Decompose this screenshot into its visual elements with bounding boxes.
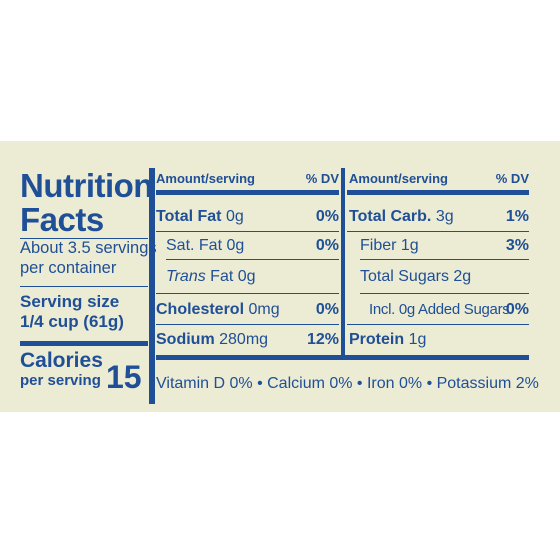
nutrient-name: Incl. 0g Added Sugars xyxy=(369,301,510,318)
right-dv-header: % DV xyxy=(495,171,529,186)
divider xyxy=(20,286,148,287)
vitamins-minerals-footer: Vitamin D 0% • Calcium 0% • Iron 0% • Po… xyxy=(156,375,539,392)
nutrient-amount: 3g xyxy=(435,208,454,225)
calories-value: 15 xyxy=(106,359,142,395)
nutrition-label-panel xyxy=(0,141,560,412)
nutrient-name: Trans xyxy=(166,268,206,285)
divider xyxy=(347,231,529,232)
nutrient-amount: 1g xyxy=(408,331,427,348)
row-added-sugars: Incl. 0g Added Sugars xyxy=(369,300,510,320)
calories-label: Calories xyxy=(20,349,103,372)
row-total-sugars: Total Sugars 2g xyxy=(360,267,471,287)
nutrient-amount: 280mg xyxy=(219,331,269,348)
nutrient-name: Total Sugars xyxy=(360,268,449,285)
nutrient-amount: 0g xyxy=(237,268,256,285)
nutrient-amount: 0mg xyxy=(248,301,280,318)
serving-size-label: Serving size xyxy=(20,292,120,311)
nutrient-amount: 0g xyxy=(225,208,244,225)
serving-size: Serving size 1/4 cup (61g) xyxy=(20,292,160,332)
nutrient-name: Total Fat xyxy=(156,208,222,225)
right-amount-header: Amount/serving xyxy=(349,171,448,186)
nutrient-name: Total Carb. xyxy=(349,208,432,225)
left-amount-header: Amount/serving xyxy=(156,171,255,186)
calories-sub-label: per serving xyxy=(20,372,101,389)
dv-total-carb: 1% xyxy=(505,208,529,225)
servings-per-container: About 3.5 servings per container xyxy=(20,238,160,278)
divider xyxy=(360,259,529,260)
row-protein: Protein 1g xyxy=(349,330,426,350)
left-dv-header: % DV xyxy=(305,171,339,186)
nutrient-amount: 0g xyxy=(226,237,245,254)
row-fiber: Fiber 1g xyxy=(360,236,419,256)
nutrient-amount: 1g xyxy=(400,237,419,254)
row-total-carb: Total Carb. 3g xyxy=(349,207,454,227)
thick-divider xyxy=(156,190,339,195)
divider xyxy=(20,238,148,239)
vertical-divider xyxy=(341,168,345,355)
divider xyxy=(360,293,529,294)
row-cholesterol: Cholesterol 0mg xyxy=(156,300,280,320)
serving-size-value: 1/4 cup (61g) xyxy=(20,312,124,331)
nutrient-name: Sodium xyxy=(156,331,215,348)
thick-divider xyxy=(20,341,148,346)
row-total-fat: Total Fat 0g xyxy=(156,207,244,227)
thick-divider xyxy=(156,355,529,360)
row-sat-fat: Sat. Fat 0g xyxy=(166,236,244,256)
divider xyxy=(156,231,339,232)
nutrient-amount: 2g xyxy=(453,268,472,285)
nutrient-name-suffix: Fat xyxy=(210,268,234,285)
row-trans-fat: Trans Fat 0g xyxy=(166,267,256,287)
label-title-line1: Nutrition xyxy=(20,167,153,204)
dv-total-fat: 0% xyxy=(315,208,339,225)
thick-divider xyxy=(347,190,529,195)
label-title-line2: Facts xyxy=(20,201,104,238)
divider xyxy=(347,324,529,325)
nutrient-name: Protein xyxy=(349,331,405,348)
nutrient-name: Fiber xyxy=(360,237,397,254)
row-sodium: Sodium 280mg xyxy=(156,330,268,350)
dv-fiber: 3% xyxy=(505,237,529,254)
divider xyxy=(166,259,339,260)
vertical-divider xyxy=(149,168,155,404)
divider xyxy=(156,293,339,294)
servings-line1: About 3.5 servings xyxy=(20,239,157,257)
servings-line2: per container xyxy=(20,259,117,277)
dv-sodium: 12% xyxy=(306,331,339,348)
divider xyxy=(156,324,339,325)
nutrient-name: Sat. Fat xyxy=(166,237,223,254)
dv-sat-fat: 0% xyxy=(315,237,339,254)
dv-cholesterol: 0% xyxy=(315,301,339,318)
dv-added-sugars: 0% xyxy=(505,301,529,318)
nutrient-name: Cholesterol xyxy=(156,301,245,318)
